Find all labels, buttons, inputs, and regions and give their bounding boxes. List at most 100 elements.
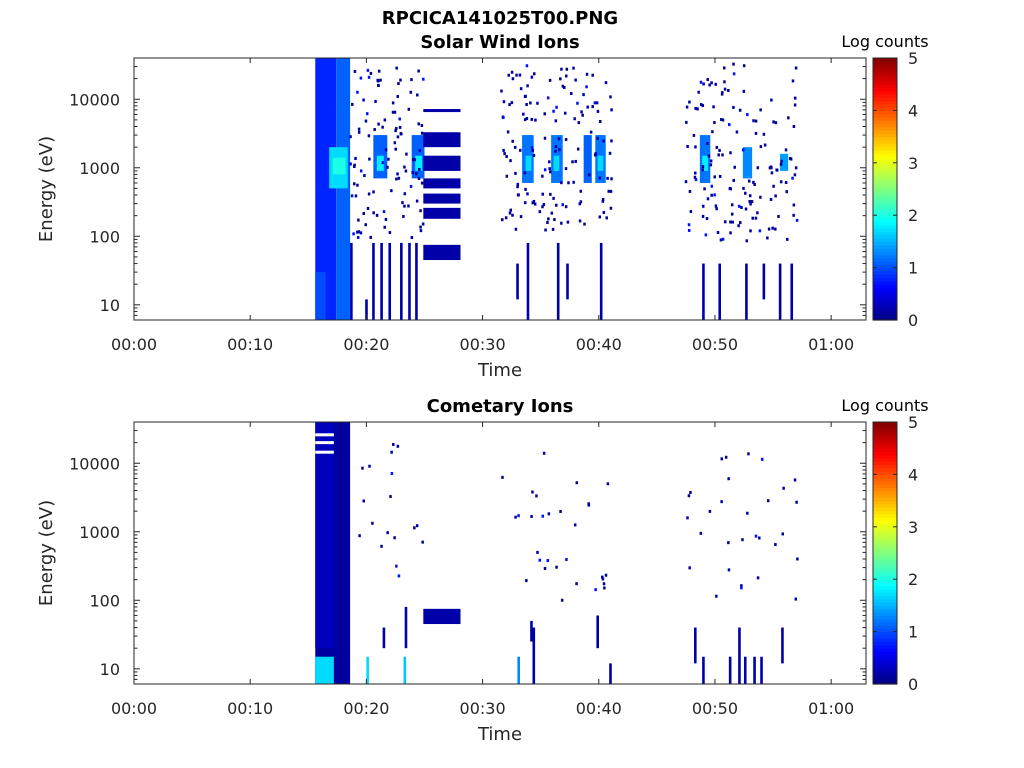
- data-speckle: [701, 164, 705, 168]
- colorbar-segment: [873, 608, 897, 613]
- data-speckle: [530, 514, 533, 518]
- data-line: [400, 242, 403, 320]
- data-speckle: [694, 171, 697, 175]
- data-speckle: [760, 457, 764, 461]
- data-speckle: [371, 521, 374, 525]
- colorbar-tick-label: 5: [908, 49, 918, 68]
- data-speckle: [572, 180, 575, 184]
- x-tick-label: 01:00: [808, 335, 854, 354]
- data-cell: [553, 155, 560, 171]
- data-speckle: [413, 526, 416, 530]
- data-speckle: [541, 205, 544, 209]
- data-speckle: [603, 586, 606, 590]
- data-speckle: [741, 148, 745, 152]
- data-speckle: [523, 118, 527, 122]
- data-cell: [315, 422, 334, 649]
- panel-title: Solar Wind Ions: [420, 32, 579, 53]
- data-line: [365, 299, 368, 320]
- data-speckle: [577, 121, 581, 125]
- colorbar-segment: [873, 103, 897, 108]
- data-speckle: [689, 210, 693, 214]
- colorbar-segment: [873, 267, 897, 272]
- colorbar-segment: [873, 231, 897, 236]
- colorbar-segment: [873, 189, 897, 193]
- data-speckle: [574, 78, 577, 82]
- data-speckle: [780, 159, 783, 163]
- data-speckle: [519, 87, 523, 91]
- colorbar-segment: [873, 497, 897, 502]
- data-line: [372, 242, 375, 320]
- colorbar-segment: [873, 261, 897, 265]
- colorbar-segment: [873, 202, 897, 206]
- data-speckle: [382, 210, 386, 214]
- data-speckle: [740, 206, 743, 210]
- y-axis: 10 100 1000 10000: [69, 57, 866, 321]
- data-speckle: [711, 130, 714, 134]
- data-cell: [597, 155, 604, 171]
- data-speckle: [563, 85, 566, 89]
- data-speckle: [374, 99, 377, 103]
- data-line: [526, 242, 530, 320]
- data-speckle: [413, 158, 416, 162]
- spectrogram-area: [315, 422, 799, 684]
- data-speckle: [694, 145, 697, 149]
- data-speckle: [746, 113, 749, 117]
- data-speckle: [500, 89, 503, 93]
- colorbar-segment: [873, 458, 897, 462]
- data-speckle: [715, 207, 718, 211]
- data-speckle: [608, 151, 612, 155]
- data-speckle: [420, 131, 424, 135]
- data-speckle: [550, 211, 554, 215]
- data-speckle: [710, 81, 713, 85]
- data-speckle: [596, 109, 600, 113]
- data-speckle: [560, 67, 563, 71]
- data-speckle: [792, 213, 795, 217]
- data-speckle: [367, 134, 371, 138]
- data-speckle: [390, 450, 393, 454]
- data-speckle: [774, 543, 777, 547]
- data-speckle: [732, 72, 736, 76]
- data-speckle: [748, 199, 751, 203]
- data-speckle: [552, 196, 555, 200]
- data-speckle: [606, 176, 609, 180]
- data-speckle: [546, 96, 550, 100]
- colorbar-segment: [873, 480, 897, 485]
- data-speckle: [525, 117, 529, 121]
- data-speckle: [749, 229, 752, 233]
- colorbar-segment: [873, 585, 897, 590]
- data-speckle: [689, 491, 692, 495]
- colorbar-segment: [873, 195, 897, 200]
- data-speckle: [531, 148, 535, 152]
- data-speckle: [688, 566, 691, 570]
- data-speckle: [376, 78, 379, 82]
- data-speckle: [575, 582, 578, 586]
- colorbar-segment: [873, 221, 897, 226]
- data-speckle: [587, 173, 591, 177]
- data-speckle: [557, 137, 561, 141]
- colorbar-tick-label: 5: [908, 413, 918, 432]
- colorbar-segment: [873, 598, 897, 603]
- colorbar-segment: [873, 615, 897, 620]
- data-cell: [376, 155, 384, 171]
- data-cell: [423, 207, 461, 219]
- data-speckle: [553, 218, 556, 222]
- data-speckle: [563, 111, 567, 115]
- colorbar-segment: [873, 667, 897, 672]
- data-speckle: [601, 198, 605, 202]
- colorbar-segment: [873, 647, 897, 652]
- data-speckle: [416, 93, 419, 97]
- colorbar: 0 1 2 3 4 5: [872, 413, 918, 694]
- data-speckle: [420, 181, 424, 185]
- colorbar-segment: [873, 182, 897, 187]
- x-tick-label: 00:20: [343, 699, 389, 718]
- data-speckle: [578, 202, 582, 206]
- data-speckle: [358, 534, 361, 538]
- colorbar-segment: [873, 211, 897, 216]
- data-speckle: [786, 237, 789, 241]
- data-speckle: [397, 574, 401, 578]
- spectrogram-area: [315, 58, 799, 320]
- data-speckle: [699, 80, 703, 84]
- data-speckle: [503, 152, 506, 156]
- x-tick-label: 00:30: [460, 335, 506, 354]
- data-speckle: [377, 122, 380, 126]
